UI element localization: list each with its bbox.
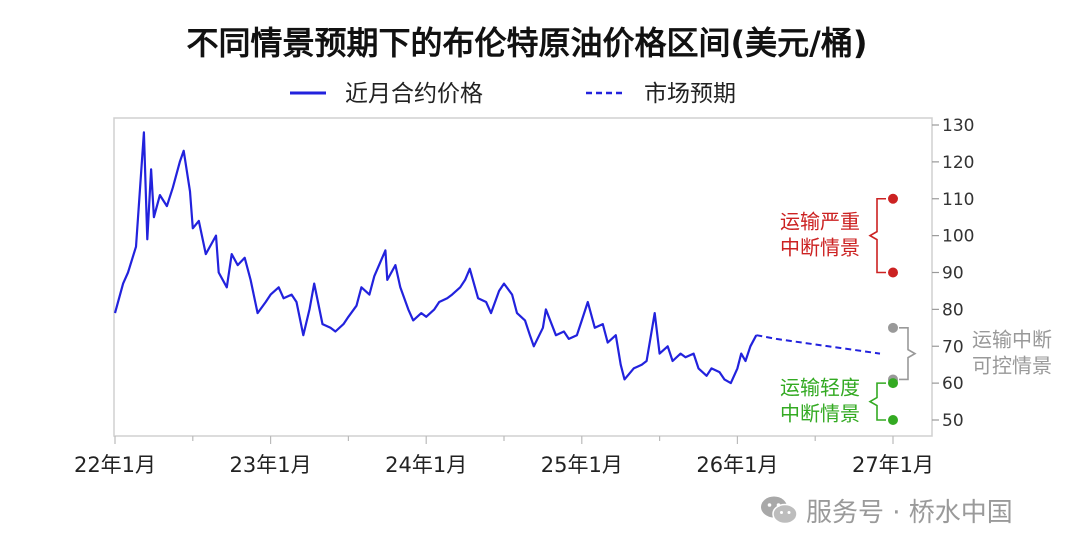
x-tick-label-3: 25年1月: [541, 453, 623, 477]
x-tick-label-0: 22年1月: [74, 453, 156, 477]
scenario-1-high-point: [888, 322, 898, 333]
y-tick-label-100: 100: [942, 227, 974, 247]
x-tick-label-5: 27年1月: [852, 453, 934, 477]
scenario-0-label-line2: 中断情景: [780, 236, 860, 260]
scenario-0-label-line1: 运输严重: [780, 210, 860, 234]
series-line-0: [113, 131, 758, 385]
scenario-2-low-point: [888, 415, 898, 425]
scenario-1-label-line1: 运输中断: [972, 328, 1052, 352]
scenario-0-low-point: [888, 267, 898, 278]
series-layer: [113, 131, 881, 385]
y-tick-label-50: 50: [942, 411, 964, 431]
scenario-2-bracket: [868, 382, 886, 421]
scenario-0-high-point: [888, 193, 898, 204]
scenario-1-bracket: [899, 327, 917, 381]
y-axis: 50 60 70 80 90 100 110 120 130: [932, 116, 974, 431]
x-tick-label-4: 26年1月: [696, 453, 778, 477]
y-tick-label-120: 120: [942, 153, 974, 173]
wechat-icon: [761, 496, 798, 525]
plot-frame: [113, 117, 933, 437]
scenario-2-label-line2: 中断情景: [780, 402, 860, 426]
watermark-text: 服务号 · 桥水中国: [806, 497, 1013, 528]
y-tick-label-90: 90: [942, 264, 964, 284]
scenario-1-label-line2: 可控情景: [972, 354, 1052, 378]
series-line-1: [756, 334, 881, 355]
watermark: 服务号 · 桥水中国: [760, 492, 1013, 528]
y-tick-label-70: 70: [942, 337, 964, 357]
scenario-0-bracket: [868, 197, 886, 274]
legend-label-spot: 近月合约价格: [345, 81, 483, 107]
scenario-2-label-line1: 运输轻度: [780, 376, 860, 400]
x-tick-label-1: 23年1月: [230, 453, 312, 477]
y-tick-label-80: 80: [942, 300, 964, 320]
x-axis: 22年1月 23年1月 24年1月 25年1月 26年1月 27年1月: [74, 436, 934, 477]
legend-label-expect: 市场预期: [644, 81, 736, 107]
y-tick-label-60: 60: [942, 374, 964, 394]
chart-title: 不同情景预期下的布伦特原油价格区间(美元/桶): [187, 24, 868, 62]
x-tick-label-2: 24年1月: [385, 453, 467, 477]
y-tick-label-110: 110: [942, 190, 974, 210]
legend: 近月合约价格 市场预期: [290, 81, 736, 107]
y-tick-label-130: 130: [942, 116, 974, 136]
scenario-2-high-point: [888, 378, 898, 389]
